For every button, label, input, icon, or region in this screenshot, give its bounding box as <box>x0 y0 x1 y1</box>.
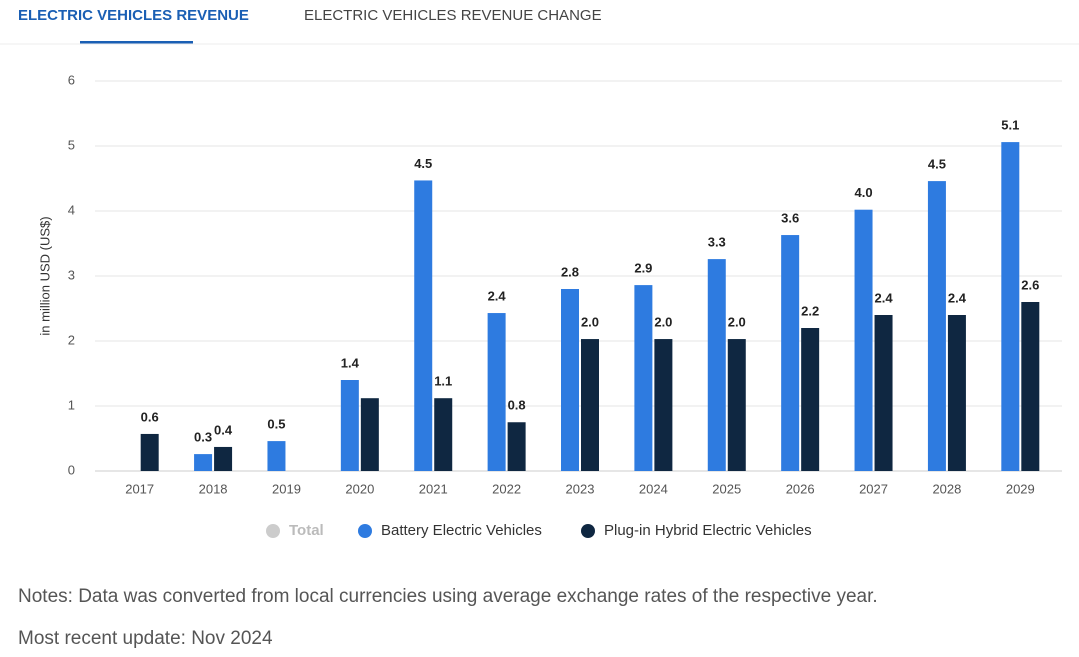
bar <box>854 209 873 471</box>
x-tick-label: 2028 <box>932 481 961 496</box>
bar <box>507 422 526 471</box>
x-tick-label: 2024 <box>639 481 668 496</box>
y-tick-label: 6 <box>68 72 75 87</box>
x-tick-label: 2025 <box>712 481 741 496</box>
bar <box>194 454 213 471</box>
data-label: 2.0 <box>654 314 672 329</box>
x-tick-label: 2019 <box>272 481 301 496</box>
data-label: 0.5 <box>267 417 285 432</box>
x-tick-label: 2018 <box>199 481 228 496</box>
y-tick-label: 0 <box>68 462 75 477</box>
bar <box>214 446 233 471</box>
bar <box>927 181 946 471</box>
y-tick-label: 2 <box>68 332 75 347</box>
bar <box>1021 302 1040 471</box>
data-label: 3.6 <box>781 210 799 225</box>
bar <box>654 339 673 471</box>
bar <box>414 180 433 471</box>
tab-underline <box>80 41 193 44</box>
data-label: 2.8 <box>561 264 579 279</box>
data-label: 0.3 <box>194 430 212 445</box>
data-label: 0.8 <box>508 398 526 413</box>
data-label: 2.4 <box>874 290 893 305</box>
bar <box>561 289 579 471</box>
bar <box>487 313 506 471</box>
y-tick-label: 5 <box>68 137 75 152</box>
update: Most recent update: Nov 2024 <box>18 628 273 649</box>
legend-marker <box>581 524 595 538</box>
bar <box>434 398 453 471</box>
data-label: 2.0 <box>581 314 599 329</box>
data-label: 2.4 <box>948 290 967 305</box>
tab-active[interactable]: ELECTRIC VEHICLES REVENUE <box>18 7 249 24</box>
bar <box>581 339 599 471</box>
x-tick-label: 2023 <box>566 481 595 496</box>
bar <box>727 339 746 471</box>
data-label: 0.6 <box>141 409 159 424</box>
x-tick-label: 2017 <box>125 481 154 496</box>
x-tick-label: 2029 <box>1006 481 1035 496</box>
legend-label[interactable]: Battery Electric Vehicles <box>381 522 542 539</box>
x-tick-label: 2022 <box>492 481 521 496</box>
y-axis-label: in million USD (US$) <box>37 216 52 335</box>
bar <box>947 315 966 471</box>
bar <box>801 328 820 471</box>
data-label: 2.4 <box>488 288 507 303</box>
data-label: 4.0 <box>854 185 872 200</box>
bar <box>360 398 379 471</box>
y-tick-label: 3 <box>68 267 75 282</box>
bar <box>267 441 286 471</box>
x-tick-label: 2021 <box>419 481 448 496</box>
bar <box>781 235 800 471</box>
legend-label[interactable]: Plug-in Hybrid Electric Vehicles <box>604 522 812 539</box>
legend-marker <box>358 524 372 538</box>
bar <box>874 315 893 471</box>
data-label: 4.5 <box>414 156 432 171</box>
x-tick-label: 2027 <box>859 481 888 496</box>
data-label: 2.6 <box>1021 277 1039 292</box>
x-tick-label: 2020 <box>345 481 374 496</box>
y-tick-label: 4 <box>68 202 75 217</box>
data-label: 1.1 <box>434 374 452 389</box>
data-label: 2.9 <box>634 261 652 276</box>
data-label: 4.5 <box>928 157 946 172</box>
legend-label[interactable]: Total <box>289 522 324 539</box>
bar <box>340 380 359 471</box>
data-label: 1.4 <box>341 355 360 370</box>
y-tick-label: 1 <box>68 397 75 412</box>
bar <box>140 433 159 471</box>
bar <box>707 259 726 471</box>
notes: Notes: Data was converted from local cur… <box>18 586 878 607</box>
x-tick-label: 2026 <box>786 481 815 496</box>
legend-marker <box>266 524 280 538</box>
data-label: 2.2 <box>801 303 819 318</box>
data-label: 0.4 <box>214 422 233 437</box>
data-label: 2.0 <box>728 314 746 329</box>
tab[interactable]: ELECTRIC VEHICLES REVENUE CHANGE <box>304 7 602 24</box>
data-label: 5.1 <box>1001 118 1019 133</box>
bar <box>1001 142 1020 471</box>
bar <box>634 285 653 471</box>
data-label: 3.3 <box>708 235 726 250</box>
